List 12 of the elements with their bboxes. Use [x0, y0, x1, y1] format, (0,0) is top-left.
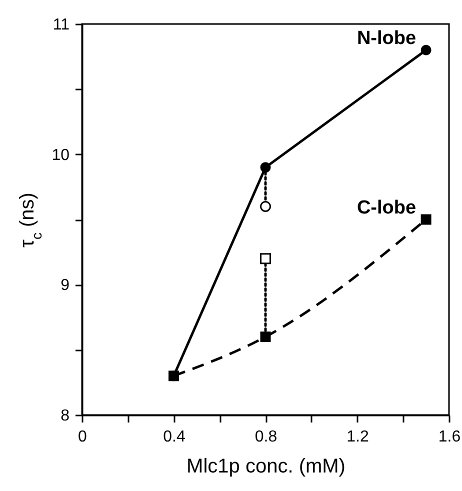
x-tick-label: 0.4 [163, 428, 186, 446]
series-label: N-lobe [356, 28, 416, 50]
series-label: C-lobe [356, 198, 416, 218]
y-tick-label: 9 [60, 277, 70, 294]
x-tick-label: 0 [78, 428, 88, 446]
x-tick-label: 1.6 [438, 428, 461, 446]
y-tick-label: 8 [60, 408, 70, 424]
x-tick-label: 1.2 [346, 428, 369, 446]
x-tick-label: 0.8 [254, 428, 278, 446]
y-tick-label: 11 [52, 16, 70, 34]
y-tick-label: 10 [52, 146, 70, 164]
x-axis-title: Mlc1p conc. (mM) [186, 456, 346, 478]
